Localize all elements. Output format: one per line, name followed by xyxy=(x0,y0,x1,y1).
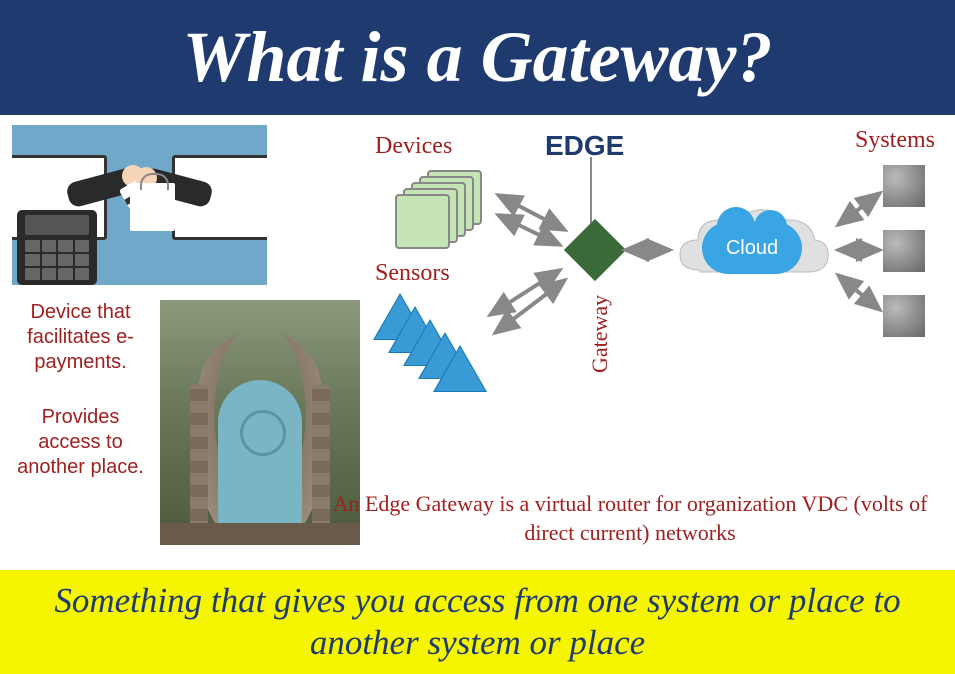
shopping-bag-icon xyxy=(130,183,175,231)
header-title: What is a Gateway? xyxy=(182,16,772,99)
label-systems: Systems xyxy=(855,127,935,154)
label-devices: Devices xyxy=(375,133,452,160)
label-gateway: Gateway xyxy=(587,295,613,373)
pos-terminal-icon xyxy=(17,210,97,285)
footer-definition: Something that gives you access from one… xyxy=(15,580,940,664)
label-sensors: Sensors xyxy=(375,260,450,287)
caption-payment: Device that facilitates e-payments. xyxy=(8,300,153,375)
sensors-stack xyxy=(375,295,485,385)
cloud-node: Cloud xyxy=(670,200,835,300)
system-box-3 xyxy=(883,295,925,337)
cloud-label: Cloud xyxy=(726,237,778,260)
caption-edge-gateway: An Edge Gateway is a virtual router for … xyxy=(330,490,930,547)
footer-banner: Something that gives you access from one… xyxy=(0,570,955,674)
gateway-node xyxy=(564,219,626,281)
system-box-2 xyxy=(883,230,925,272)
system-box-1 xyxy=(883,165,925,207)
label-edge: EDGE xyxy=(545,130,624,162)
header-banner: What is a Gateway? xyxy=(0,0,955,115)
payment-illustration xyxy=(12,125,267,285)
caption-access: Provides access to another place. xyxy=(8,405,153,480)
gate-door-icon xyxy=(218,380,302,535)
devices-stack xyxy=(395,170,495,250)
main-content: Device that facilitates e-payments. Prov… xyxy=(0,115,955,570)
